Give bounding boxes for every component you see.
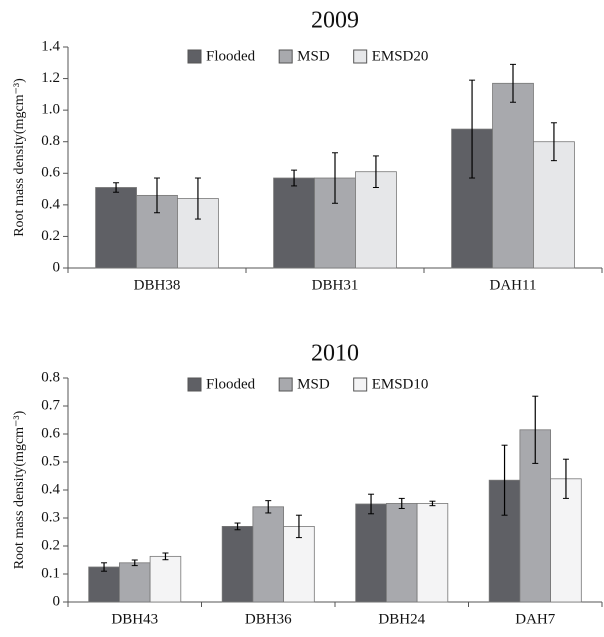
x-tick-label: DBH36 (245, 611, 292, 627)
legend-swatch (278, 49, 293, 64)
legend-swatch (187, 49, 202, 64)
legend-label: MSD (297, 376, 330, 392)
y-tick-label: 0.4 (41, 481, 60, 497)
bar (416, 503, 449, 603)
y-tick-label: 0.6 (41, 425, 60, 441)
x-tick-label: DBH24 (378, 611, 425, 627)
legend-swatch (187, 377, 202, 392)
bar (385, 503, 418, 603)
y-axis-label: Root mass density(mgcm⁻³) (12, 410, 27, 569)
bar (550, 478, 582, 603)
legend-label: EMSD20 (372, 48, 429, 64)
y-tick-label: 0.8 (41, 133, 60, 149)
x-tick-label: DAH11 (490, 277, 537, 293)
bar (118, 562, 151, 603)
bar (355, 503, 387, 603)
bar (492, 82, 534, 269)
bar (283, 526, 315, 603)
x-tick-label: DBH43 (111, 611, 158, 627)
bar (314, 177, 356, 269)
chart-title: 2009 (311, 8, 359, 34)
legend-label: Flooded (206, 48, 256, 64)
y-tick-label: 0.3 (41, 509, 60, 525)
x-tick-label: DBH31 (312, 277, 359, 293)
legend-label: EMSD10 (372, 376, 429, 392)
chart-title: 2010 (311, 341, 359, 367)
y-tick-label: 0.2 (41, 537, 60, 553)
y-tick-label: 1.4 (41, 38, 60, 54)
y-tick-label: 0.1 (41, 565, 60, 581)
legend-label: Flooded (206, 376, 256, 392)
bar (149, 555, 182, 603)
y-tick-label: 0.5 (41, 453, 60, 469)
legend-label: MSD (297, 48, 330, 64)
bar (273, 177, 315, 269)
bar (252, 506, 285, 603)
y-tick-label: 1.2 (41, 70, 60, 86)
x-tick-label: DAH7 (515, 611, 555, 627)
y-tick-label: 0.2 (41, 228, 60, 244)
y-tick-label: 1.0 (41, 102, 60, 118)
bar (533, 141, 575, 269)
legend-swatch (353, 49, 368, 64)
y-tick-label: 0.4 (41, 196, 60, 212)
y-tick-label: 0.6 (41, 165, 60, 181)
y-tick-label: 0.7 (41, 397, 60, 413)
bar (221, 526, 254, 603)
y-tick-label: 0 (53, 593, 61, 609)
legend-swatch (353, 377, 368, 392)
y-tick-label: 0.8 (41, 369, 60, 385)
y-axis-label: Root mass density(mgcm⁻³) (12, 78, 27, 237)
legend-swatch (278, 377, 293, 392)
y-tick-label: 0 (53, 259, 61, 275)
bar (88, 566, 120, 603)
x-tick-label: DBH38 (134, 277, 181, 293)
bar (95, 187, 137, 269)
